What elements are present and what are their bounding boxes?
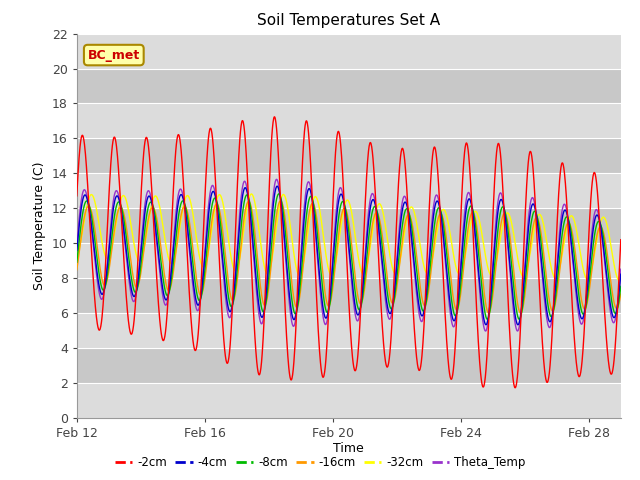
Bar bbox=[77, 138, 621, 173]
Y-axis label: Soil Temperature (C): Soil Temperature (C) bbox=[33, 161, 46, 290]
Title: Soil Temperatures Set A: Soil Temperatures Set A bbox=[257, 13, 440, 28]
Bar bbox=[77, 103, 621, 138]
Bar bbox=[77, 208, 621, 243]
Bar bbox=[77, 383, 621, 418]
Bar bbox=[77, 173, 621, 208]
Bar bbox=[77, 243, 621, 278]
Bar bbox=[77, 69, 621, 103]
Bar bbox=[77, 34, 621, 69]
Legend: -2cm, -4cm, -8cm, -16cm, -32cm, Theta_Temp: -2cm, -4cm, -8cm, -16cm, -32cm, Theta_Te… bbox=[110, 452, 530, 474]
Text: BC_met: BC_met bbox=[88, 48, 140, 61]
Bar bbox=[77, 313, 621, 348]
X-axis label: Time: Time bbox=[333, 443, 364, 456]
Bar bbox=[77, 278, 621, 313]
Bar bbox=[77, 348, 621, 383]
